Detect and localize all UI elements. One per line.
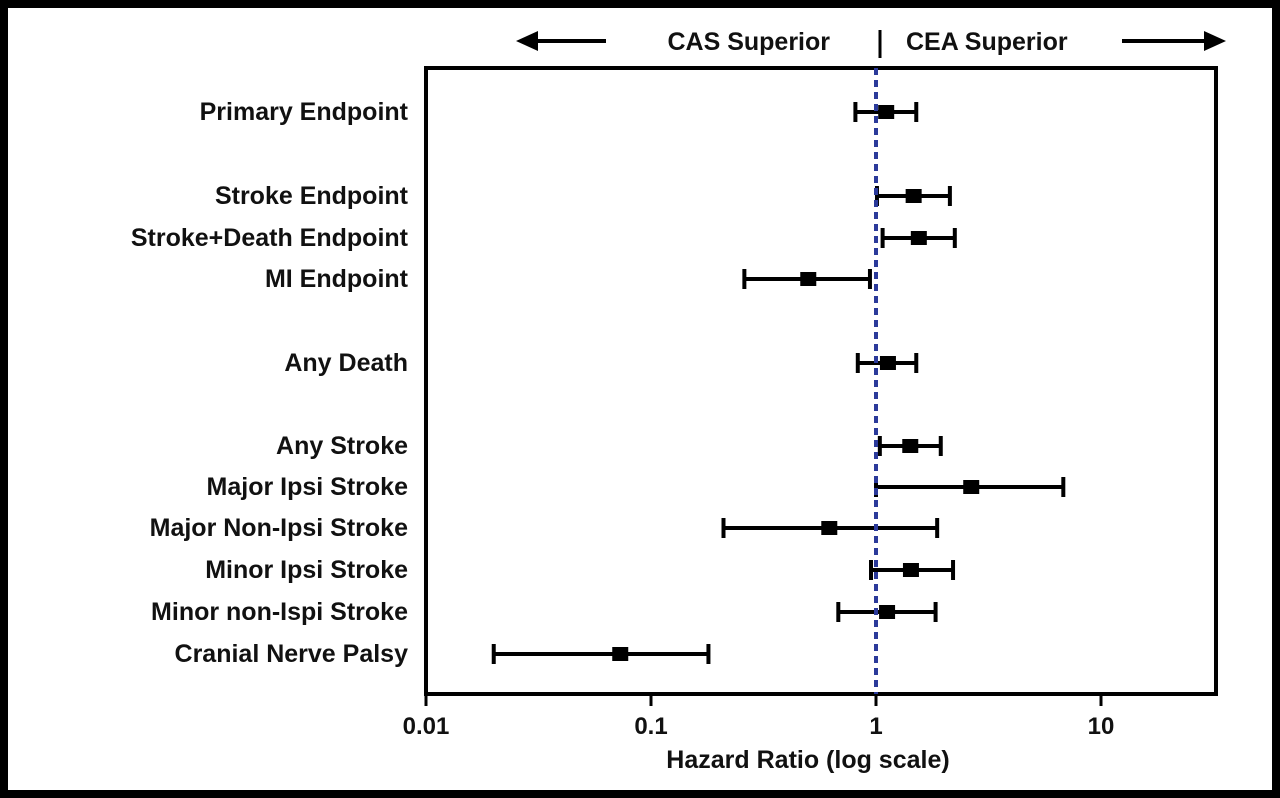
hr-point-marker [879,605,896,619]
x-tick-label: 0.01 [403,713,450,740]
row-label: Stroke+Death Endpoint [131,224,409,252]
hr-point-marker [963,480,980,494]
x-axis: 0.01 0.1 1 10 [403,694,1115,740]
row-label: MI Endpoint [265,265,409,293]
cea-superior-label: CEA Superior [906,28,1068,56]
forest-row: Cranial Nerve Palsy [175,640,711,668]
row-label: Major Non-Ipsi Stroke [150,514,408,542]
forest-row: MI Endpoint [265,265,872,293]
row-label: Primary Endpoint [200,98,409,126]
hr-point-marker [902,439,919,453]
plot-frame [424,66,1218,696]
hr-point-marker [612,647,629,661]
forest-row: Major Ipsi Stroke [207,473,1066,501]
row-label: Any Stroke [276,432,408,460]
row-label: Minor Ipsi Stroke [205,556,408,584]
cea-superior-arrowhead [1204,31,1226,51]
forest-row: Major Non-Ipsi Stroke [150,514,940,542]
x-tick-label: 0.1 [634,713,667,740]
forest-rows: Primary Endpoint Stroke Endpoint Stroke+De… [131,98,1066,668]
x-axis-label: Hazard Ratio (log scale) [666,746,949,774]
hr-point-marker [910,231,927,245]
forest-row: Stroke Endpoint [215,182,952,210]
forest-row: Minor non-Ispi Stroke [151,598,938,626]
cas-superior-arrowhead [516,31,538,51]
hr-point-marker [905,189,922,203]
forest-row: Any Stroke [276,432,943,460]
forest-row: Minor Ipsi Stroke [205,556,956,584]
row-label: Any Death [284,349,408,377]
forest-row: Stroke+Death Endpoint [131,224,957,252]
row-label: Cranial Nerve Palsy [175,640,409,668]
hr-point-marker [902,563,919,577]
row-label: Minor non-Ispi Stroke [151,598,408,626]
hr-point-marker [878,105,895,119]
x-tick-label: 1 [869,713,882,740]
forest-row: Any Death [284,349,919,377]
x-tick-label: 10 [1088,713,1115,740]
forest-row: Primary Endpoint [200,98,919,126]
hr-point-marker [821,521,838,535]
row-label: Major Ipsi Stroke [207,473,409,501]
forest-plot: CAS Superior CEA Superior 0.01 0.1 1 10 Pri… [131,28,1226,774]
row-label: Stroke Endpoint [215,182,409,210]
chart-canvas: CAS Superior CEA Superior 0.01 0.1 1 10 Pri… [8,8,1272,790]
cas-superior-label: CAS Superior [667,28,830,56]
hr-point-marker [879,356,896,370]
hr-point-marker [800,272,817,286]
